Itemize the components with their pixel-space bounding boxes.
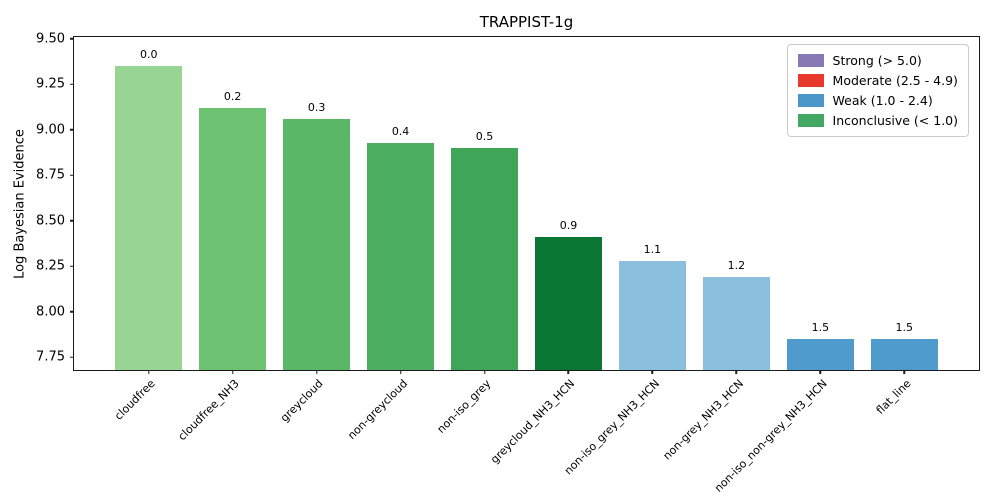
legend-item: Moderate (2.5 - 4.9) [797, 73, 958, 88]
legend-item: Inconclusive (< 1.0) [797, 113, 958, 128]
legend-swatch [797, 74, 824, 87]
y-tick-label: 8.25 [36, 258, 65, 274]
y-tick-label: 8.75 [36, 167, 65, 183]
legend-swatch [797, 114, 824, 127]
y-tick-label: 9.00 [36, 122, 65, 138]
x-tick-mark [399, 370, 402, 374]
bar-non-iso_non-grey_NH3_HCN [786, 339, 854, 370]
legend-swatch [797, 54, 824, 67]
legend-label: Weak (1.0 - 2.4) [832, 93, 933, 108]
legend-swatch [797, 94, 824, 107]
bar-non-iso_grey [450, 148, 519, 370]
x-tick-label: greycloud_NH3_HCN [488, 377, 578, 467]
x-tick-mark [567, 370, 570, 374]
y-tick-mark [70, 129, 74, 131]
y-tick-mark [70, 174, 74, 177]
y-tick-mark [70, 220, 74, 222]
bar-value-label: 0.3 [307, 100, 326, 114]
x-tick-label: greycloud [278, 377, 326, 425]
y-tick-mark [70, 265, 74, 268]
x-tick-label: non-iso_grey [434, 377, 494, 436]
x-tick-label: flat_line [873, 377, 914, 417]
x-tick-label: non-iso_grey_NH3_HCN [561, 377, 662, 478]
x-tick-mark [819, 370, 822, 374]
x-tick-label: non-greycloud [344, 377, 410, 443]
legend-label: Moderate (2.5 - 4.9) [832, 73, 958, 88]
x-tick-label: cloudfree [112, 377, 158, 423]
bar-cloudfree_NH3 [199, 107, 267, 370]
chart-title: TRAPPIST-1g [479, 13, 574, 31]
legend: Strong (> 5.0) Moderate (2.5 - 4.9) Weak (… [786, 44, 969, 137]
bar-value-label: 0.2 [223, 89, 242, 103]
bar-value-label: 1.5 [895, 321, 914, 335]
bar-value-label: 0.9 [559, 219, 578, 233]
bar-value-label: 1.2 [727, 259, 746, 273]
bar-cloudfree [115, 66, 183, 370]
y-tick-label: 8.50 [36, 213, 65, 229]
plot-area: Strong (> 5.0) Moderate (2.5 - 4.9) Weak (… [36, 31, 980, 495]
bar-non-grey_NH3_HCN [702, 277, 770, 370]
y-tick-label: 9.50 [36, 31, 65, 47]
bar-flat_line [870, 339, 938, 370]
legend-label: Strong (> 5.0) [832, 53, 922, 68]
y-tick-mark [70, 311, 74, 313]
x-tick-label: cloudfree_NH3 [175, 377, 242, 444]
legend-label: Inconclusive (< 1.0) [832, 113, 958, 128]
x-tick-label: non-grey_NH3_HCN [660, 377, 746, 463]
x-tick-mark [651, 370, 654, 374]
y-tick-mark [70, 356, 74, 359]
bar-value-label: 0.4 [391, 124, 410, 138]
y-tick-mark [70, 83, 74, 86]
x-tick-mark [147, 370, 150, 374]
y-axis-label: Log Bayesian Evidence [12, 129, 28, 279]
x-tick-mark [483, 370, 486, 374]
legend-item: Weak (1.0 - 2.4) [797, 93, 958, 108]
y-tick-label: 7.75 [36, 349, 65, 365]
legend-item: Strong (> 5.0) [797, 53, 958, 68]
bar-greycloud [283, 118, 351, 370]
y-tick-mark [70, 38, 74, 40]
x-tick-mark [903, 370, 906, 374]
bar-value-label: 1.1 [643, 242, 662, 256]
bar-non-greycloud [366, 142, 435, 370]
bar-value-label: 0.5 [475, 130, 494, 144]
x-tick-mark [315, 370, 318, 374]
y-tick-label: 9.25 [36, 76, 65, 92]
x-tick-mark [735, 370, 738, 374]
bar-value-label: 1.5 [811, 321, 830, 335]
bar-greycloud_NH3_HCN [534, 237, 603, 370]
bar-value-label: 0.0 [139, 48, 158, 62]
y-tick-label: 8.00 [36, 304, 65, 320]
bar-non-iso_grey_NH3_HCN [618, 260, 686, 370]
x-tick-mark [231, 370, 234, 374]
